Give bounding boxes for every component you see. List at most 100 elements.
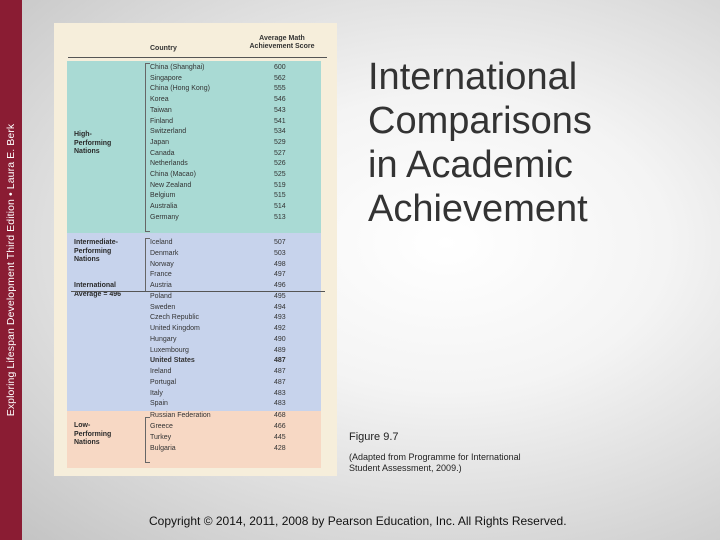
- math-score: 492: [274, 325, 286, 332]
- math-score: 498: [274, 260, 286, 268]
- score-header-line2: Achievement Score: [249, 43, 315, 50]
- table-row: Japan 529: [150, 138, 325, 149]
- high-label-line1: High-: [74, 131, 92, 138]
- country-name: Netherlands: [150, 160, 188, 168]
- math-score: 468: [274, 412, 286, 419]
- source-note-line2: Student Assessment, 2009.): [349, 463, 462, 473]
- math-score: 428: [274, 445, 286, 452]
- country-name: Japan: [150, 138, 170, 146]
- country-name: United States: [150, 357, 195, 365]
- table-row: Turkey 445: [150, 433, 325, 444]
- low-label-line2: Performing: [74, 430, 112, 438]
- table-row: Switzerland 534: [150, 127, 325, 138]
- table-row: Taiwan 543: [150, 106, 325, 117]
- country-name: Finland: [150, 117, 173, 125]
- table-row: Australia 514: [150, 202, 325, 213]
- table-row: France 497: [150, 270, 325, 281]
- table-row: Denmark 503: [150, 249, 325, 260]
- high-performing-band: [67, 61, 321, 233]
- country-name: France: [150, 271, 172, 279]
- math-score: 495: [274, 292, 286, 300]
- table-row: Poland 495: [150, 292, 325, 303]
- table-row: Sweden 494: [150, 303, 325, 314]
- country-name: Iceland: [150, 239, 173, 246]
- high-group-label: High- Performing Nations: [74, 131, 111, 157]
- math-score: 519: [274, 181, 286, 189]
- math-score: 546: [274, 96, 286, 104]
- country-name: Czech Republic: [150, 314, 200, 322]
- low-label-line1: Low-: [74, 422, 91, 429]
- math-score: 529: [274, 138, 286, 146]
- math-score: 483: [274, 400, 286, 408]
- country-name: Turkey: [150, 434, 172, 441]
- math-score: 527: [274, 149, 286, 157]
- math-score: 493: [274, 314, 286, 322]
- table-row: Netherlands 526: [150, 159, 325, 170]
- international-average-line: [71, 291, 325, 292]
- math-score: 600: [274, 64, 286, 71]
- math-score: 562: [274, 74, 286, 82]
- table-row: Germany 513: [150, 213, 325, 224]
- average-label-line2: Average = 496: [74, 290, 122, 298]
- country-name: Poland: [150, 292, 172, 300]
- header-rule: [68, 57, 327, 58]
- table-row: Bulgaria 428: [150, 444, 325, 455]
- international-average-label: International Average = 496: [74, 282, 121, 299]
- country-name: Italy: [150, 389, 163, 397]
- country-name: Singapore: [150, 74, 182, 82]
- table-row: Norway 498: [150, 260, 325, 271]
- country-name: Taiwan: [150, 106, 172, 114]
- country-name: Austria: [150, 282, 172, 289]
- table-row: Singapore 562: [150, 74, 325, 85]
- table-row: Ireland 487: [150, 367, 325, 378]
- score-column-header: Average Math Achievement Score: [237, 35, 327, 51]
- table-row: Hungary 490: [150, 335, 325, 346]
- score-header-line1: Average Math: [259, 35, 305, 42]
- table-row: China (Shanghai) 600: [150, 63, 325, 74]
- low-label-line3: Nations: [74, 439, 100, 446]
- country-name: Canada: [150, 149, 175, 157]
- table-row: Belgium 515: [150, 191, 325, 202]
- math-score: 515: [274, 192, 286, 200]
- low-performing-band: [67, 411, 321, 468]
- country-name: Russian Federation: [150, 412, 211, 419]
- country-name: Luxembourg: [150, 346, 189, 354]
- figure-label: Figure 9.7: [349, 431, 399, 443]
- source-note-line1: (Adapted from Programme for Internationa…: [349, 452, 521, 462]
- average-label-line1: International: [74, 282, 117, 289]
- math-score: 487: [274, 357, 286, 365]
- high-label-line3: Nations: [74, 148, 100, 155]
- country-name: Greece: [150, 423, 173, 430]
- table-row: Korea 546: [150, 95, 325, 106]
- title-line4: Achievement: [368, 188, 588, 230]
- country-name: Korea: [150, 96, 169, 104]
- table-row: China (Macao) 525: [150, 170, 325, 181]
- table-row: Finland 541: [150, 117, 325, 128]
- intermediate-performing-band: [67, 233, 321, 411]
- table-row: Portugal 487: [150, 378, 325, 389]
- title-line2: Comparisons: [368, 100, 592, 142]
- country-name: Sweden: [150, 303, 176, 311]
- country-name: New Zealand: [150, 181, 192, 189]
- copyright-notice: Copyright © 2014, 2011, 2008 by Pearson …: [149, 514, 567, 528]
- math-score: 496: [274, 282, 286, 289]
- intermediate-label-line1: Intermediate-: [74, 239, 118, 246]
- math-score: 487: [274, 378, 286, 386]
- table-row: United States 487: [150, 356, 325, 367]
- math-score: 494: [274, 303, 286, 311]
- high-group-bracket: [145, 63, 150, 232]
- math-score: 507: [274, 239, 286, 246]
- intermediate-label-line3: Nations: [74, 256, 100, 263]
- country-name: United Kingdom: [150, 325, 200, 332]
- country-name: China (Macao): [150, 171, 196, 178]
- math-score: 483: [274, 389, 286, 397]
- table-row: China (Hong Kong) 555: [150, 84, 325, 95]
- country-column-header: Country: [150, 45, 177, 52]
- title-line3: in Academic: [368, 144, 573, 186]
- figure-table: Country Average Math Achievement Score H…: [54, 23, 337, 476]
- math-score: 525: [274, 171, 286, 178]
- math-score: 534: [274, 128, 286, 136]
- country-name: Australia: [150, 203, 178, 211]
- slide-title: International Comparisons in Academic Ac…: [368, 55, 668, 231]
- high-label-line2: Performing: [74, 139, 112, 147]
